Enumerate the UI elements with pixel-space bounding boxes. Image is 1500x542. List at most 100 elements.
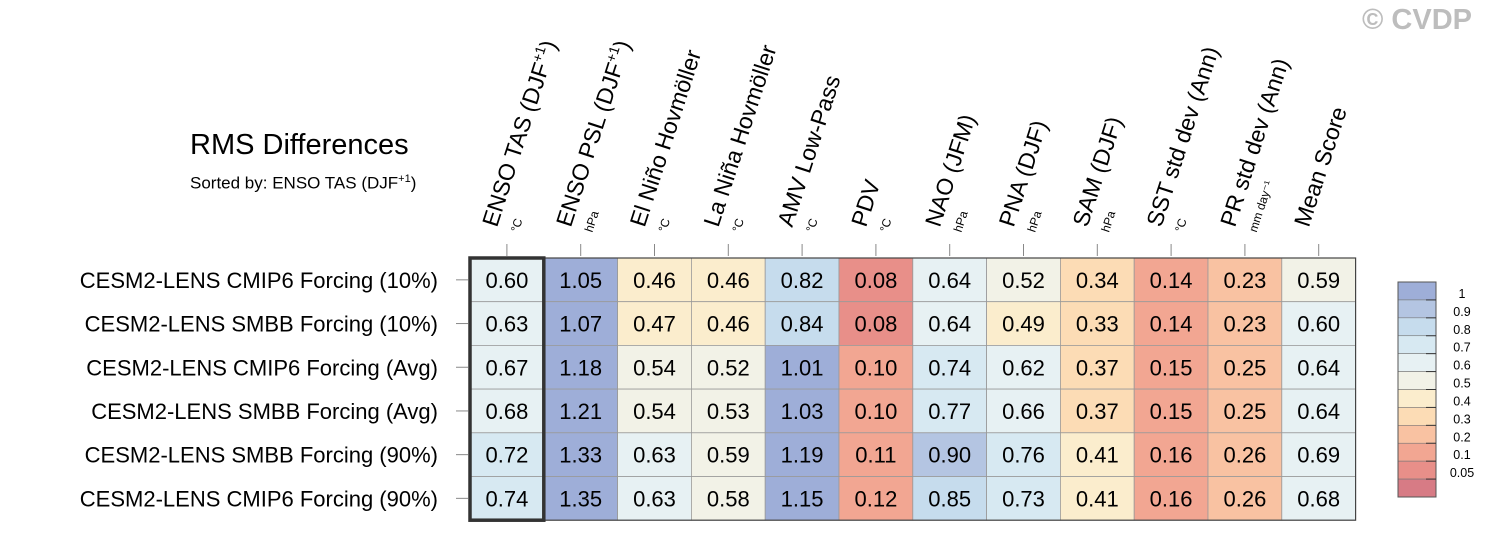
cell-value: 0.26 bbox=[1223, 486, 1266, 511]
heatmap-cell bbox=[617, 476, 692, 521]
heatmap-cell bbox=[986, 257, 1061, 303]
column-label: El Niño Hovmöller bbox=[625, 46, 707, 229]
column-label-text: El Niño Hovmöller bbox=[625, 46, 707, 229]
colorbar-label: 0.4 bbox=[1453, 394, 1470, 408]
column-label: ENSO PSL (DJF+1) bbox=[550, 37, 636, 230]
colorbar: 1 0.9 0.8 0.7 0.6 0.5 0.4 0.3 0.2 0.1 0.05 bbox=[1397, 281, 1474, 498]
cell-value: 0.62 bbox=[1002, 355, 1045, 380]
heatmap-cell bbox=[764, 388, 840, 434]
cell-value: 0.08 bbox=[854, 312, 897, 337]
cell-value: 1.19 bbox=[781, 443, 824, 468]
column-label-text: Mean Score bbox=[1289, 104, 1352, 230]
cell-value: 0.59 bbox=[1297, 268, 1340, 293]
colorbar-segment bbox=[1397, 299, 1437, 319]
column-label-text: NAO (JFM) bbox=[920, 111, 981, 230]
column-label: AMV Low-Pass bbox=[772, 72, 845, 230]
heatmap-cell bbox=[838, 344, 914, 390]
column-unit: °C bbox=[1172, 216, 1190, 233]
heatmap-cell bbox=[543, 344, 618, 390]
sorted-by-sup: +1 bbox=[398, 173, 411, 185]
cell-value: 0.49 bbox=[1002, 312, 1045, 337]
heatmap-cell bbox=[691, 257, 766, 303]
row-label: CESM2-LENS SMBB Forcing (10%) bbox=[85, 312, 438, 337]
row-label: CESM2-LENS SMBB Forcing (90%) bbox=[85, 443, 438, 468]
row-label: CESM2-LENS CMIP6 Forcing (Avg) bbox=[86, 355, 438, 380]
heatmap-cell bbox=[1207, 476, 1283, 521]
heatmap-cell bbox=[838, 476, 914, 521]
cell-value: 0.53 bbox=[707, 399, 750, 424]
cell-value: 1.05 bbox=[559, 268, 602, 293]
column-unit: hPa bbox=[582, 209, 602, 234]
colorbar-segment bbox=[1397, 460, 1437, 480]
sorted-column-highlight bbox=[468, 256, 546, 522]
cell-value: 0.37 bbox=[1076, 399, 1119, 424]
heatmap-cell bbox=[1207, 432, 1283, 477]
heatmap-cell bbox=[764, 432, 840, 477]
heatmap-cell bbox=[1133, 257, 1209, 303]
heatmap-cells: 0.60 1.05 0.46 0.46 0.82 0.08 0.64 0.52 0.34 0.14… bbox=[468, 256, 1357, 522]
heatmap-cell bbox=[469, 432, 545, 477]
cell-value: 0.63 bbox=[633, 443, 676, 468]
heatmap-cell bbox=[1207, 344, 1283, 390]
cell-value: 0.25 bbox=[1223, 355, 1266, 380]
heatmap-cell bbox=[838, 257, 914, 303]
cell-value: 0.60 bbox=[1297, 312, 1340, 337]
column-label-sup: +1 bbox=[602, 44, 622, 64]
sorted-by-close: ) bbox=[410, 173, 417, 193]
colorbar-segment bbox=[1397, 407, 1437, 426]
heatmap-cell bbox=[912, 388, 987, 434]
colorbar-label: 0.7 bbox=[1453, 341, 1470, 355]
column-label-text: PNA (DJF) bbox=[994, 117, 1053, 230]
cell-value: 0.11 bbox=[855, 443, 896, 468]
cell-value: 0.69 bbox=[1297, 443, 1340, 468]
column-label: Mean Score bbox=[1289, 104, 1352, 230]
colorbar-segment bbox=[1397, 353, 1437, 372]
watermark: © CVDP bbox=[1362, 4, 1472, 36]
colorbar-label: 0.9 bbox=[1453, 305, 1470, 319]
cell-value: 0.63 bbox=[485, 312, 528, 337]
cell-value: 1.01 bbox=[781, 355, 824, 380]
cell-value: 0.33 bbox=[1076, 312, 1119, 337]
colorbar-segment bbox=[1397, 478, 1437, 498]
cell-value: 0.08 bbox=[854, 268, 897, 293]
cell-value: 0.52 bbox=[707, 355, 750, 380]
colorbar-label: 0.5 bbox=[1453, 377, 1470, 391]
heatmap-cell bbox=[1060, 388, 1135, 434]
cell-value: 0.54 bbox=[633, 399, 676, 424]
heatmap-cell bbox=[986, 388, 1061, 434]
colorbar-label: 0.1 bbox=[1453, 448, 1470, 462]
cell-value: 0.60 bbox=[485, 268, 528, 293]
cell-value: 0.23 bbox=[1223, 312, 1266, 337]
chart-title: RMS Differences bbox=[190, 129, 409, 161]
colorbar-label: 1 bbox=[1459, 287, 1466, 301]
heatmap-cell bbox=[912, 301, 987, 346]
colorbar-segment bbox=[1397, 425, 1437, 444]
column-label: PNA (DJF) bbox=[994, 117, 1053, 230]
colorbar-label: 0.2 bbox=[1453, 430, 1470, 444]
heatmap-cell bbox=[469, 344, 545, 390]
cell-value: 0.34 bbox=[1076, 268, 1119, 293]
column-unit: °C bbox=[877, 216, 895, 233]
cell-value: 0.14 bbox=[1150, 312, 1193, 337]
cell-value: 0.41 bbox=[1076, 443, 1119, 468]
cell-value: 0.47 bbox=[633, 312, 676, 337]
heatmap-cell bbox=[543, 257, 618, 303]
cell-value: 0.90 bbox=[928, 443, 971, 468]
sorted-by-label: Sorted by: ENSO TAS (DJF+1) bbox=[190, 173, 416, 194]
column-label-text: La Niña Hovmöller bbox=[698, 41, 781, 229]
cell-value: 0.73 bbox=[1002, 486, 1045, 511]
column-label: ENSO TAS (DJF+1) bbox=[476, 37, 562, 230]
heatmap-cell bbox=[1207, 257, 1283, 303]
cell-value: 0.68 bbox=[1297, 486, 1340, 511]
cell-value: 0.26 bbox=[1223, 443, 1266, 468]
cell-value: 0.54 bbox=[633, 355, 676, 380]
column-label-text: SST std dev (Ann) bbox=[1141, 43, 1224, 229]
cell-value: 0.15 bbox=[1150, 399, 1193, 424]
column-label-text: AMV Low-Pass bbox=[772, 72, 845, 230]
colorbar-label: 0.6 bbox=[1453, 359, 1470, 373]
cell-value: 0.63 bbox=[633, 486, 676, 511]
cell-value: 0.64 bbox=[928, 268, 971, 293]
heatmap-cell bbox=[469, 388, 545, 434]
cell-value: 0.46 bbox=[707, 268, 750, 293]
cell-value: 0.74 bbox=[928, 355, 971, 380]
